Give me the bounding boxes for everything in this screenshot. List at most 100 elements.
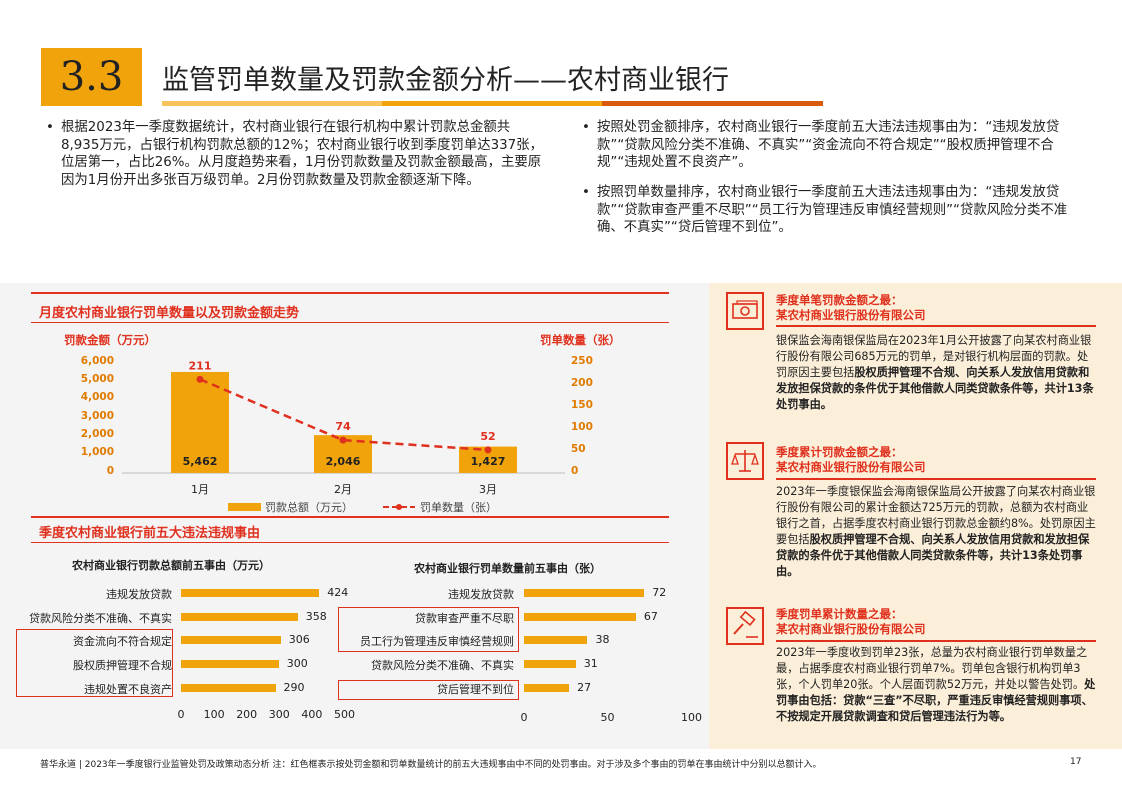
bar (524, 589, 645, 597)
highlight-box-count (338, 680, 519, 700)
bar-value-label: 72 (652, 586, 667, 599)
y-left-tick: 3,000 (80, 410, 114, 422)
right-axis-title: 罚单数量（张） (540, 333, 621, 347)
count-chart-title: 农村商业银行罚单数量前五事由（张） (414, 562, 601, 575)
bar-category-label: 贷后管理不到位 (437, 682, 514, 696)
highlight-box-amount (16, 629, 173, 697)
bar-amount-label: 1,427 (471, 455, 506, 468)
y-right-tick: 100 (571, 421, 593, 433)
x-tick-label: 100 (203, 708, 225, 721)
divider (31, 292, 669, 294)
y-right-tick: 200 (571, 377, 593, 389)
y-left-tick: 1,000 (80, 446, 114, 458)
bar-amount (171, 371, 229, 473)
top5-heading: 季度农村商业银行前五大违法违规事由 (39, 526, 261, 541)
bar (181, 612, 298, 621)
bar-category-label: 资金流向不符合规定 (73, 635, 172, 649)
section-number: 3.3 (41, 48, 142, 106)
divider (776, 640, 1096, 642)
x-tick-label: 0 (520, 711, 528, 724)
bar-category-label: 员工行为管理违反审慎经营规则 (360, 635, 514, 649)
legend-bar-entry: 罚款总额（万元） (228, 499, 353, 515)
y-left-tick: 5,000 (80, 373, 114, 385)
bar-value-label: 358 (305, 609, 327, 623)
y-right-tick: 50 (571, 443, 586, 455)
scale-icon (726, 442, 764, 480)
y-left-tick: 4,000 (80, 391, 114, 403)
y-right-tick: 250 (571, 355, 593, 367)
bar-category-label: 贷款审查严重不尽职 (415, 611, 514, 625)
bar-category-label: 贷款风险分类不准确、不真实 (29, 611, 172, 625)
bar (524, 660, 576, 669)
bar-category-label: 违规发放贷款 (448, 588, 514, 601)
x-tick-label: 400 (301, 708, 323, 721)
bar (181, 660, 279, 669)
legend-line-label: 罚单数量（张） (420, 501, 497, 514)
cash-icon (726, 292, 764, 330)
bar (181, 683, 276, 692)
bar-value-label: 306 (288, 633, 310, 647)
legend-line-entry: 罚单数量（张） (382, 499, 497, 515)
y-left-tick: 6,000 (80, 355, 114, 367)
x-tick-label: 200 (236, 708, 258, 721)
bar (524, 612, 636, 621)
line-count-point (339, 436, 347, 444)
line-count-label: 52 (480, 430, 495, 443)
y-left-tick: 0 (106, 465, 114, 477)
bar-value-label: 67 (643, 609, 658, 623)
case-2-title: 季度累计罚款金额之最： 某农村商业银行股份有限公司 (776, 445, 926, 474)
divider (776, 478, 1096, 480)
footer-source: 普华永道 | 2023年一季度银行业监管处罚及政策动态分析 注：红色框表示按处罚… (40, 760, 822, 770)
case-3-body: 2023年一季度收到罚单23张，总量为农村商业银行罚单数量之最，占据季度农村商业… (776, 646, 1096, 723)
amount-chart-title: 农村商业银行罚款总额前五事由（万元） (72, 559, 270, 572)
line-count-point (196, 375, 204, 383)
summary-bullet-right-2: 按照罚单数量排序，农村商业银行一季度前五大违法违规事由为：“违规发放贷款”“贷款… (582, 184, 1089, 237)
bar-value-label: 300 (286, 657, 308, 671)
y-right-tick: 0 (571, 465, 579, 477)
page-number: 17 (1070, 757, 1082, 767)
page-title: 监管罚单数量及罚款金额分析——农村商业银行 (162, 65, 729, 96)
left-axis-title: 罚款金额（万元） (64, 333, 156, 347)
divider (31, 516, 669, 518)
divider (31, 322, 669, 323)
case-1-body: 银保监会海南银保监局在2023年1月公开披露了向某农村商业银行股份有限公司685… (776, 334, 1094, 411)
bar-value-label: 290 (283, 680, 305, 694)
bar-category-label: 违规处置不良资产 (84, 682, 172, 696)
x-category: 2月 (334, 483, 352, 496)
divider (776, 325, 1096, 327)
legend-line-swatch (383, 504, 415, 510)
bar-value-label: 38 (595, 633, 610, 647)
bar-category-label: 贷款风险分类不准确、不真实 (371, 659, 514, 673)
gavel-icon (726, 607, 764, 645)
bar-value-label: 424 (327, 586, 349, 599)
bar-category-label: 股权质押管理不合规 (73, 659, 172, 673)
legend-bar-swatch (228, 503, 261, 511)
case-3-title: 季度罚单累计数量之最： 某农村商业银行股份有限公司 (776, 607, 926, 636)
case-1-title: 季度单笔罚款金额之最： 某农村商业银行股份有限公司 (776, 293, 926, 322)
summary-bullet-right-1: 按照处罚金额排序，农村商业银行一季度前五大违法违规事由为：“违规发放贷款”“贷款… (582, 119, 1089, 172)
bar-category-label: 违规发放贷款 (106, 588, 172, 601)
bar-amount-label: 5,462 (183, 455, 218, 468)
summary-bullet-left: 根据2023年一季度数据统计，农村商业银行在银行机构中累计罚款总金额共8,935… (46, 119, 548, 189)
y-right-tick: 150 (571, 399, 593, 411)
title-underline (162, 101, 823, 106)
divider (31, 542, 669, 543)
x-tick-label: 500 (334, 708, 355, 721)
bar (524, 636, 588, 645)
bar-value-label: 31 (583, 657, 598, 671)
legend-bar-label: 罚款总额（万元） (265, 501, 353, 514)
x-tick-label: 0 (177, 708, 185, 721)
bar-value-label: 27 (577, 680, 592, 694)
bar (181, 589, 320, 597)
case-2-body: 2023年一季度银保监会海南银保监局公开披露了向某农村商业银行股份有限公司的累计… (776, 485, 1096, 578)
line-count-point (484, 446, 492, 454)
bar-amount-label: 2,046 (326, 455, 361, 468)
x-tick-label: 300 (268, 708, 290, 721)
x-tick-label: 50 (600, 711, 615, 724)
bar (181, 636, 281, 645)
x-tick-label: 100 (681, 711, 702, 724)
highlight-box-count (338, 607, 519, 652)
monthly-chart-heading: 月度农村商业银行罚单数量以及罚款金额走势 (39, 306, 300, 321)
bar (524, 683, 570, 692)
line-count-label: 211 (189, 359, 212, 372)
